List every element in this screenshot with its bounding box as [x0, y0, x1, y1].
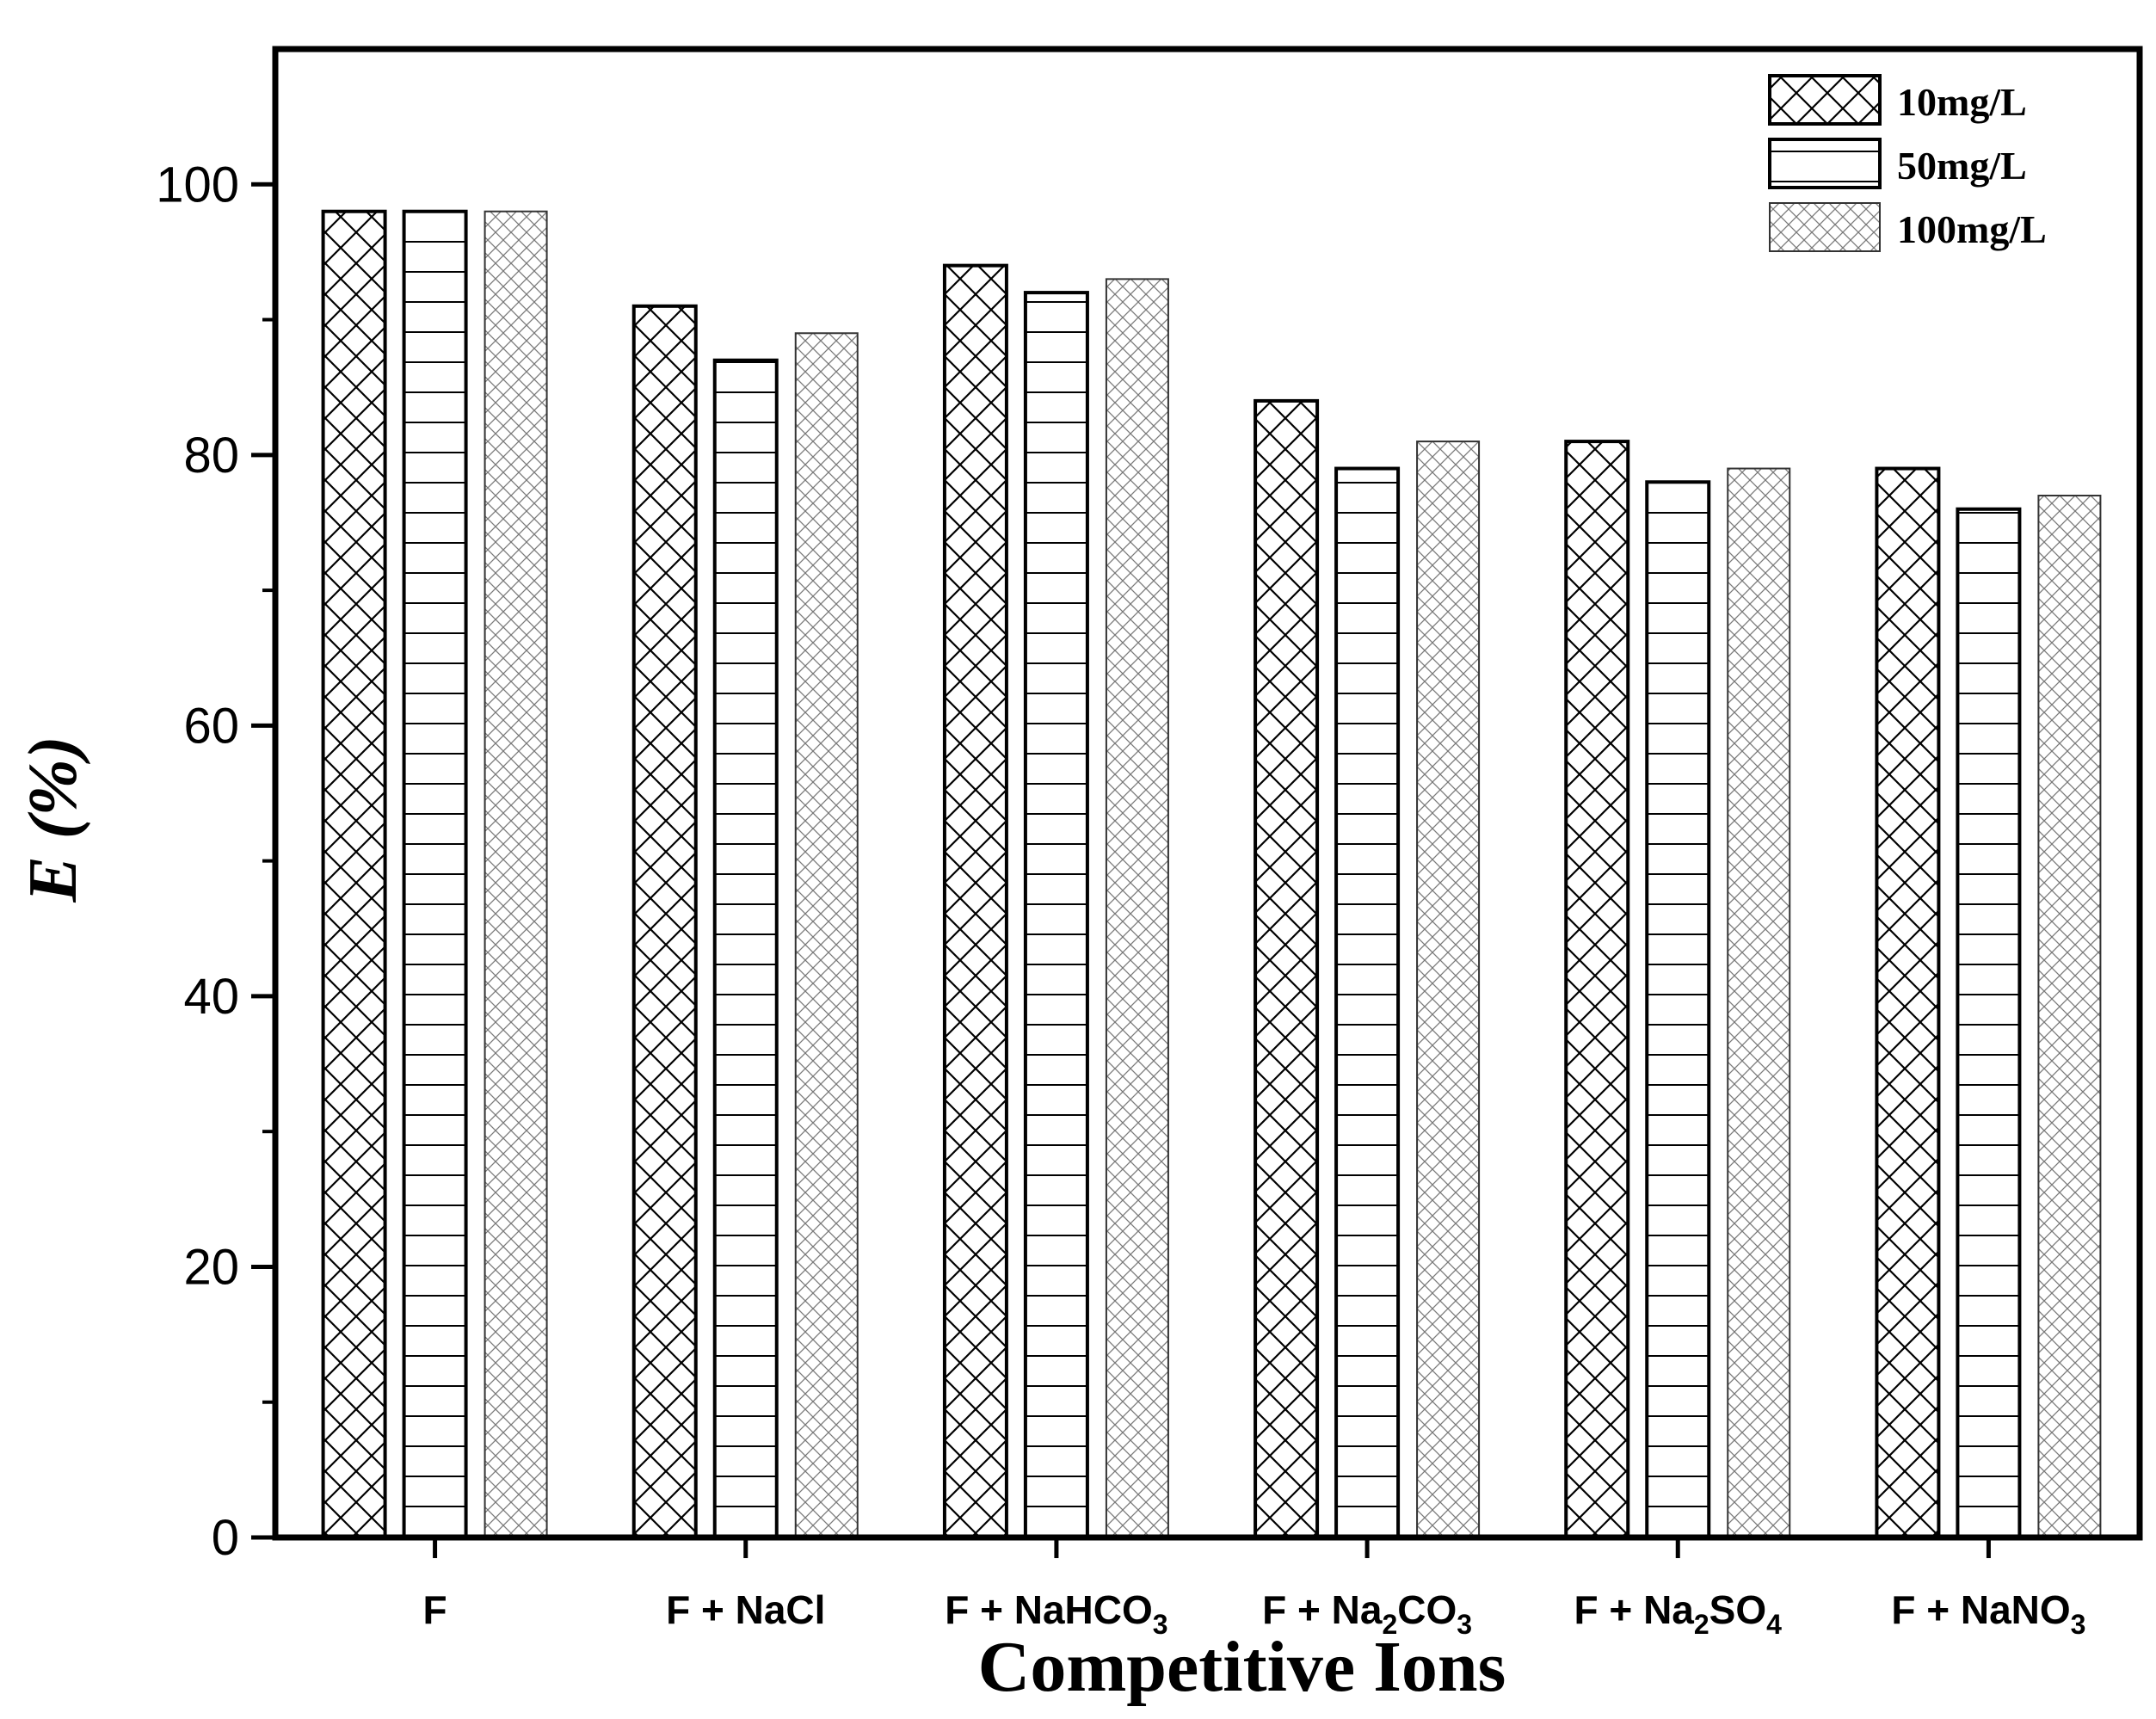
y-tick-label: 80: [183, 428, 239, 484]
x-tick-label: F + NaNO3: [1891, 1587, 2085, 1640]
y-axis-title: E (%): [15, 736, 91, 903]
bar-4-50mg-l: [1334, 466, 1401, 1540]
y-axis: 0 20 40 60 80 100: [156, 157, 275, 1566]
y-tick-label: 60: [183, 698, 239, 754]
y-tick-label: 100: [156, 157, 239, 213]
bar-5-100mg-l: [1727, 467, 1791, 1539]
bar-5-50mg-l: [1645, 480, 1711, 1539]
subscript: 3: [2071, 1609, 2086, 1640]
subscript: 2: [1382, 1609, 1397, 1640]
y-tick-label: 0: [212, 1510, 239, 1566]
label-part: F + NaNO: [1891, 1587, 2070, 1632]
label-part: F + NaHCO: [945, 1587, 1153, 1632]
y-axis-title-unit: (%): [15, 736, 91, 856]
legend-label: 100mg/L: [1897, 207, 2047, 251]
y-axis-title-symbol: E: [15, 856, 91, 903]
subscript: 3: [1153, 1609, 1168, 1640]
bars: [321, 209, 2102, 1540]
bar-1-10mg-l: [321, 209, 387, 1539]
bar-6-10mg-l: [1875, 466, 1941, 1540]
y-tick-label: 20: [183, 1239, 239, 1295]
bar-1-50mg-l: [402, 209, 468, 1539]
x-axis-title: Competitive Ions: [978, 1627, 1506, 1707]
bar-5-10mg-l: [1564, 440, 1630, 1539]
subscript: 2: [1694, 1609, 1709, 1640]
legend-swatch: [1768, 138, 1882, 189]
bar-2-50mg-l: [712, 358, 779, 1539]
subscript: 3: [1457, 1609, 1472, 1640]
label-part: CO: [1397, 1587, 1457, 1632]
label-part: F + Na: [1262, 1587, 1383, 1632]
y-tick-label: 40: [183, 969, 239, 1025]
bar-1-100mg-l: [484, 210, 548, 1538]
bar-2-100mg-l: [794, 332, 859, 1539]
label-part: F + Na: [1574, 1587, 1695, 1632]
x-tick-label: F + NaCl: [666, 1587, 825, 1632]
plot-frame: [272, 46, 2143, 1541]
x-tick-label: F + Na2SO4: [1574, 1587, 1783, 1640]
bar-3-50mg-l: [1023, 291, 1089, 1539]
x-tick-label: F + NaHCO3: [945, 1587, 1167, 1640]
bar-2-10mg-l: [631, 304, 698, 1539]
legend-swatch: [1769, 202, 1881, 252]
subscript: 4: [1766, 1609, 1782, 1640]
x-tick-label: F + Na2CO3: [1262, 1587, 1472, 1640]
legend-label: 10mg/L: [1897, 80, 2027, 124]
legend: 10mg/L 50mg/L 100mg/L: [1768, 74, 2047, 252]
bar-4-10mg-l: [1254, 398, 1320, 1540]
label-part: F + NaCl: [666, 1587, 825, 1632]
bar-3-10mg-l: [942, 263, 1008, 1539]
bar-6-100mg-l: [2037, 495, 2102, 1538]
bar-6-50mg-l: [1956, 507, 2022, 1539]
label-part: SO: [1709, 1587, 1766, 1632]
bar-4-100mg-l: [1416, 441, 1481, 1538]
legend-label: 50mg/L: [1897, 144, 2027, 188]
label-part: F: [423, 1587, 447, 1632]
x-tick-label: F: [423, 1587, 447, 1632]
legend-swatch: [1768, 74, 1882, 126]
bar-3-100mg-l: [1105, 278, 1169, 1538]
